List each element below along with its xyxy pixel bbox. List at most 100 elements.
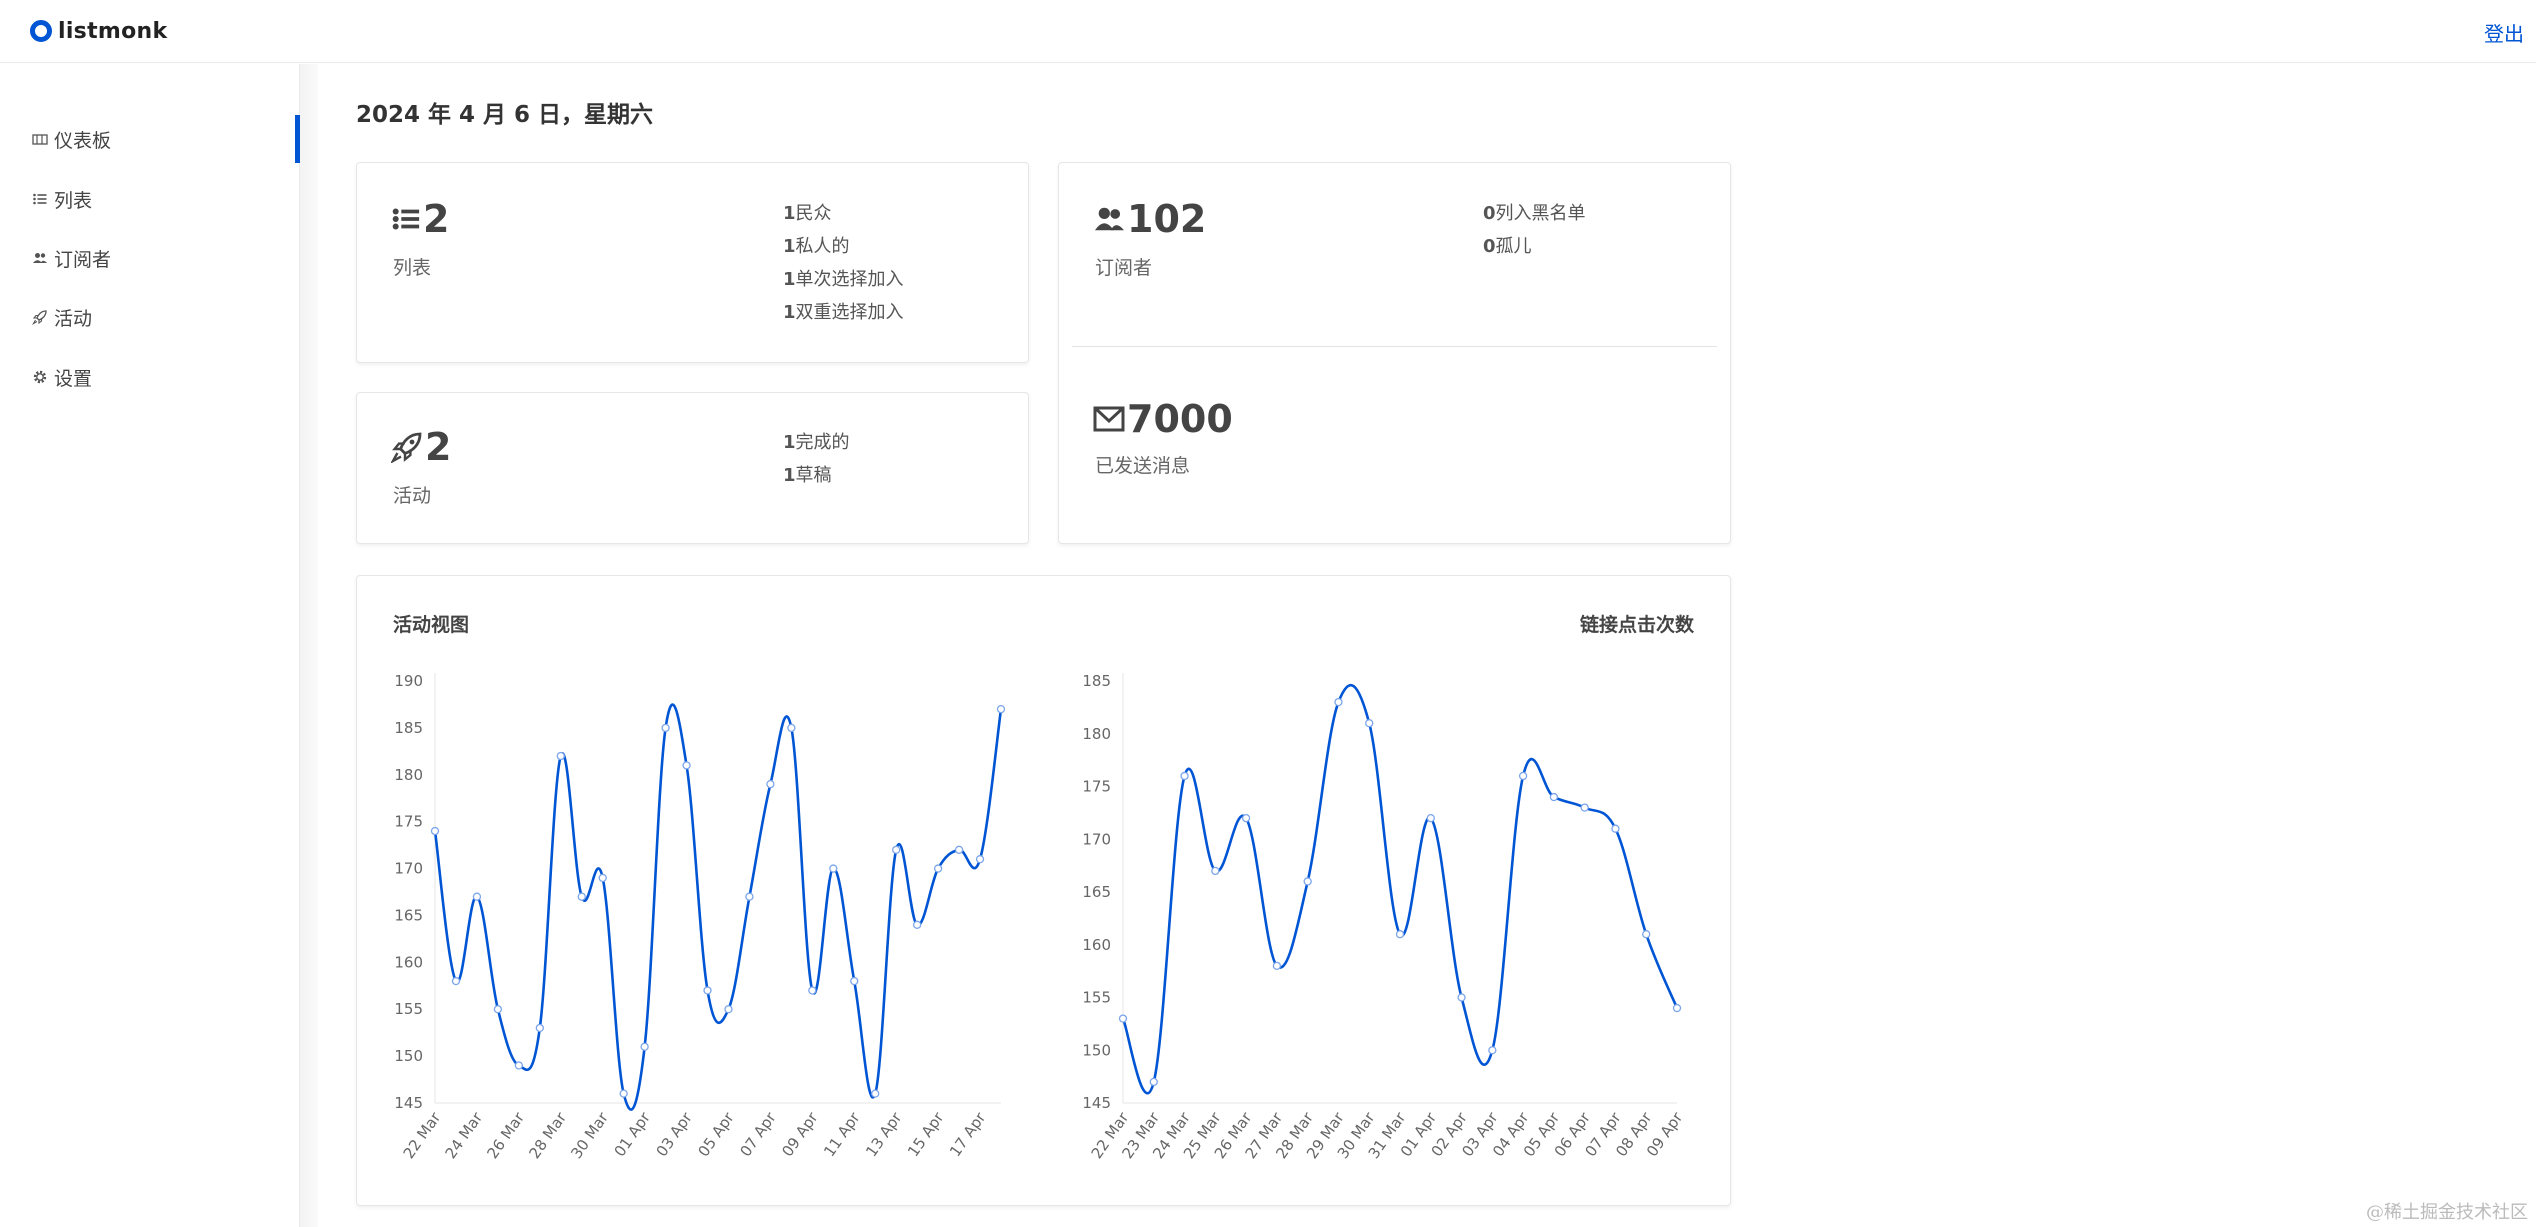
data-point [1303,877,1312,886]
x-tick-label: 03 Apr [653,1108,697,1160]
sidebar-item-lists[interactable]: 列表 [0,177,300,221]
y-tick-label: 160 [394,953,423,971]
data-point [1180,771,1189,781]
sidebar-item-label: 列表 [54,189,93,212]
data-point [1457,993,1466,1002]
data-point [954,845,964,854]
subscribers-card[interactable]: 102 订阅者 0列入黑名单 0孤儿 7000 已发送消息 [1058,162,1731,544]
data-point [1488,1046,1497,1055]
data-point [892,845,901,854]
y-tick-label: 160 [1082,936,1111,954]
data-point [430,826,440,836]
x-tick-label: 22 Mar [400,1108,445,1162]
y-tick-label: 165 [394,906,423,924]
list-item[interactable]: 1私人的 [783,236,850,257]
x-tick-label: 01 Apr [611,1108,655,1160]
sidebar-item-dashboard[interactable]: 仪表板 [0,115,301,163]
gear-icon [33,370,47,384]
lists-card[interactable]: 2 列表 1民众 1私人的 1单次选择加入 1双重选择加入 [356,162,1029,363]
watermark: @稀土掘金技术社区 [2366,1202,2528,1223]
messages-count: 7000 [1127,397,1233,441]
series-line [1121,683,1679,1095]
data-point [1211,866,1220,876]
data-point [871,1089,880,1098]
list-item[interactable]: 1民众 [783,203,832,224]
x-tick-label: 11 Apr [820,1108,864,1160]
listmonk-logo-icon [30,20,52,42]
data-point [1149,1077,1158,1087]
data-point [577,892,586,901]
x-tick-label: 17 Apr [946,1108,990,1160]
list-item[interactable]: 1双重选择加入 [783,302,904,323]
sidebar-item-campaigns[interactable]: 活动 [0,295,300,339]
data-point [682,761,691,770]
sidebar-item-subscribers[interactable]: 订阅者 [0,236,300,280]
x-tick-label: 05 Apr [694,1108,738,1160]
data-point [1642,930,1651,939]
y-tick-label: 145 [1082,1094,1111,1112]
data-point [829,864,838,873]
charts-card: 活动视图 链接点击次数 [356,575,1731,1206]
campaigns-count: 2 [425,425,452,469]
list-item[interactable]: 0列入黑名单 [1483,203,1586,224]
data-point [1334,697,1343,707]
brand-logo-link[interactable]: listmonk [30,16,167,46]
envelope-icon [1093,406,1125,432]
x-tick-label: 30 Mar [567,1108,612,1162]
data-point [451,976,461,986]
x-tick-label: 15 Apr [904,1108,948,1160]
list-icon [33,193,47,205]
list-item[interactable]: 1完成的 [783,432,850,453]
data-point [766,780,775,789]
data-point [640,1042,649,1051]
data-point [912,920,922,929]
data-point [975,855,985,864]
y-tick-label: 170 [1082,830,1111,848]
x-tick-label: 07 Apr [736,1108,780,1160]
x-tick-label: 24 Mar [442,1108,487,1162]
lists-stat: 2 [391,197,449,241]
data-point [514,1061,524,1070]
brand-name: listmonk [58,18,168,44]
messages-stat: 7000 [1093,397,1233,441]
logout-link[interactable]: 登出 [2484,22,2524,46]
campaigns-label: 活动 [393,485,432,507]
y-tick-label: 180 [394,766,423,784]
y-tick-label: 150 [394,1047,423,1065]
data-point [661,723,670,733]
data-point [598,873,607,883]
data-point [535,1023,544,1033]
x-tick-label: 26 Mar [483,1108,528,1162]
list-item[interactable]: 1草稿 [783,465,832,486]
y-tick-label: 185 [1082,672,1111,690]
y-tick-label: 170 [394,860,423,878]
data-point [850,976,859,986]
sidebar-item-settings[interactable]: 设置 [0,355,300,399]
series-line [433,703,1003,1111]
data-point [1518,771,1528,781]
data-point [1611,824,1620,833]
sidebar-item-label: 订阅者 [54,248,112,271]
y-tick-label: 175 [1082,778,1111,796]
sidebar-item-label: 仪表板 [54,129,112,152]
card-divider [1072,346,1717,347]
y-tick-label: 175 [394,813,423,831]
y-tick-label: 145 [394,1094,423,1112]
campaigns-card[interactable]: 2 活动 1完成的 1草稿 [356,392,1029,544]
sidebar-divider [300,64,318,1227]
x-tick-label: 09 Apr [778,1108,822,1160]
data-point [1241,813,1251,823]
data-point [556,751,565,761]
list-item[interactable]: 0孤儿 [1483,236,1532,257]
rocket-icon [391,432,422,463]
rocket-icon [32,310,47,325]
data-point [787,723,796,733]
data-point [1549,792,1559,802]
campaigns-stat: 2 [391,425,451,469]
list-icon [392,208,420,230]
y-tick-label: 165 [1082,883,1111,901]
list-item[interactable]: 1单次选择加入 [783,269,904,290]
data-point [1580,803,1589,812]
